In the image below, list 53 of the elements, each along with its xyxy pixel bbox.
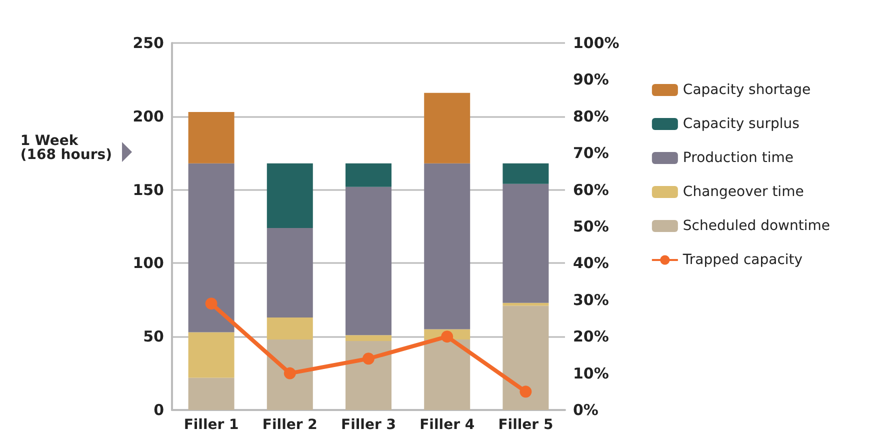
y2-tick-label: 40% (573, 254, 609, 272)
y-tick-label: 100 (132, 254, 164, 272)
y2-tick-label: 50% (573, 218, 609, 236)
legend-label: Scheduled downtime (682, 218, 830, 234)
y-tick-label: 50 (143, 328, 164, 346)
bar (346, 186, 392, 336)
bar (424, 92, 470, 164)
x-tick-label: Filler 5 (498, 417, 554, 433)
bar (346, 163, 392, 187)
y2-tick-label: 70% (573, 144, 609, 162)
legend-label: Trapped capacity (682, 252, 803, 268)
y2-tick-label: 80% (573, 107, 609, 126)
bar (424, 163, 470, 330)
bar (502, 163, 549, 184)
point (205, 298, 218, 310)
bar (188, 112, 234, 164)
y-tick-label: 150 (132, 180, 164, 199)
y2-tick-label: 30% (573, 290, 609, 309)
y-tick-label: 0 (154, 401, 164, 419)
bar (502, 302, 549, 306)
bar (266, 340, 313, 410)
bar (502, 184, 549, 303)
bar (188, 332, 234, 378)
legend-label: Production time (682, 150, 794, 166)
bar (188, 378, 234, 410)
bar (266, 228, 313, 318)
x-tick-label: Filler 1 (184, 417, 239, 433)
point (362, 352, 374, 365)
y2-tick-label: 60% (573, 180, 609, 199)
y2-tick-label: 0% (573, 401, 598, 419)
x-tick-label: Filler 2 (262, 417, 318, 433)
y2-tick-label: 100% (573, 34, 620, 52)
y-tick-label: 200 (132, 107, 164, 126)
y-tick-label: 250 (132, 34, 164, 52)
x-tick-label: Filler 3 (341, 417, 396, 433)
point (284, 367, 296, 380)
bar (266, 318, 313, 340)
y2-tick-label: 20% (573, 328, 609, 346)
point (520, 386, 532, 398)
bar (346, 335, 392, 342)
point (441, 330, 454, 343)
bar (502, 306, 549, 410)
bar (346, 341, 392, 410)
legend-label: Capacity surplus (682, 116, 800, 132)
legend-label: Changeover time (682, 184, 804, 200)
y2-tick-label: 90% (573, 70, 609, 89)
bar (188, 163, 234, 332)
bar (266, 163, 313, 228)
x-tick-label: Filler 4 (420, 417, 475, 433)
bar (424, 340, 470, 410)
y2-tick-label: 10% (573, 364, 609, 382)
legend-label: Capacity shortage (682, 82, 811, 98)
text: 1 Week (168 hours) (20, 133, 112, 163)
